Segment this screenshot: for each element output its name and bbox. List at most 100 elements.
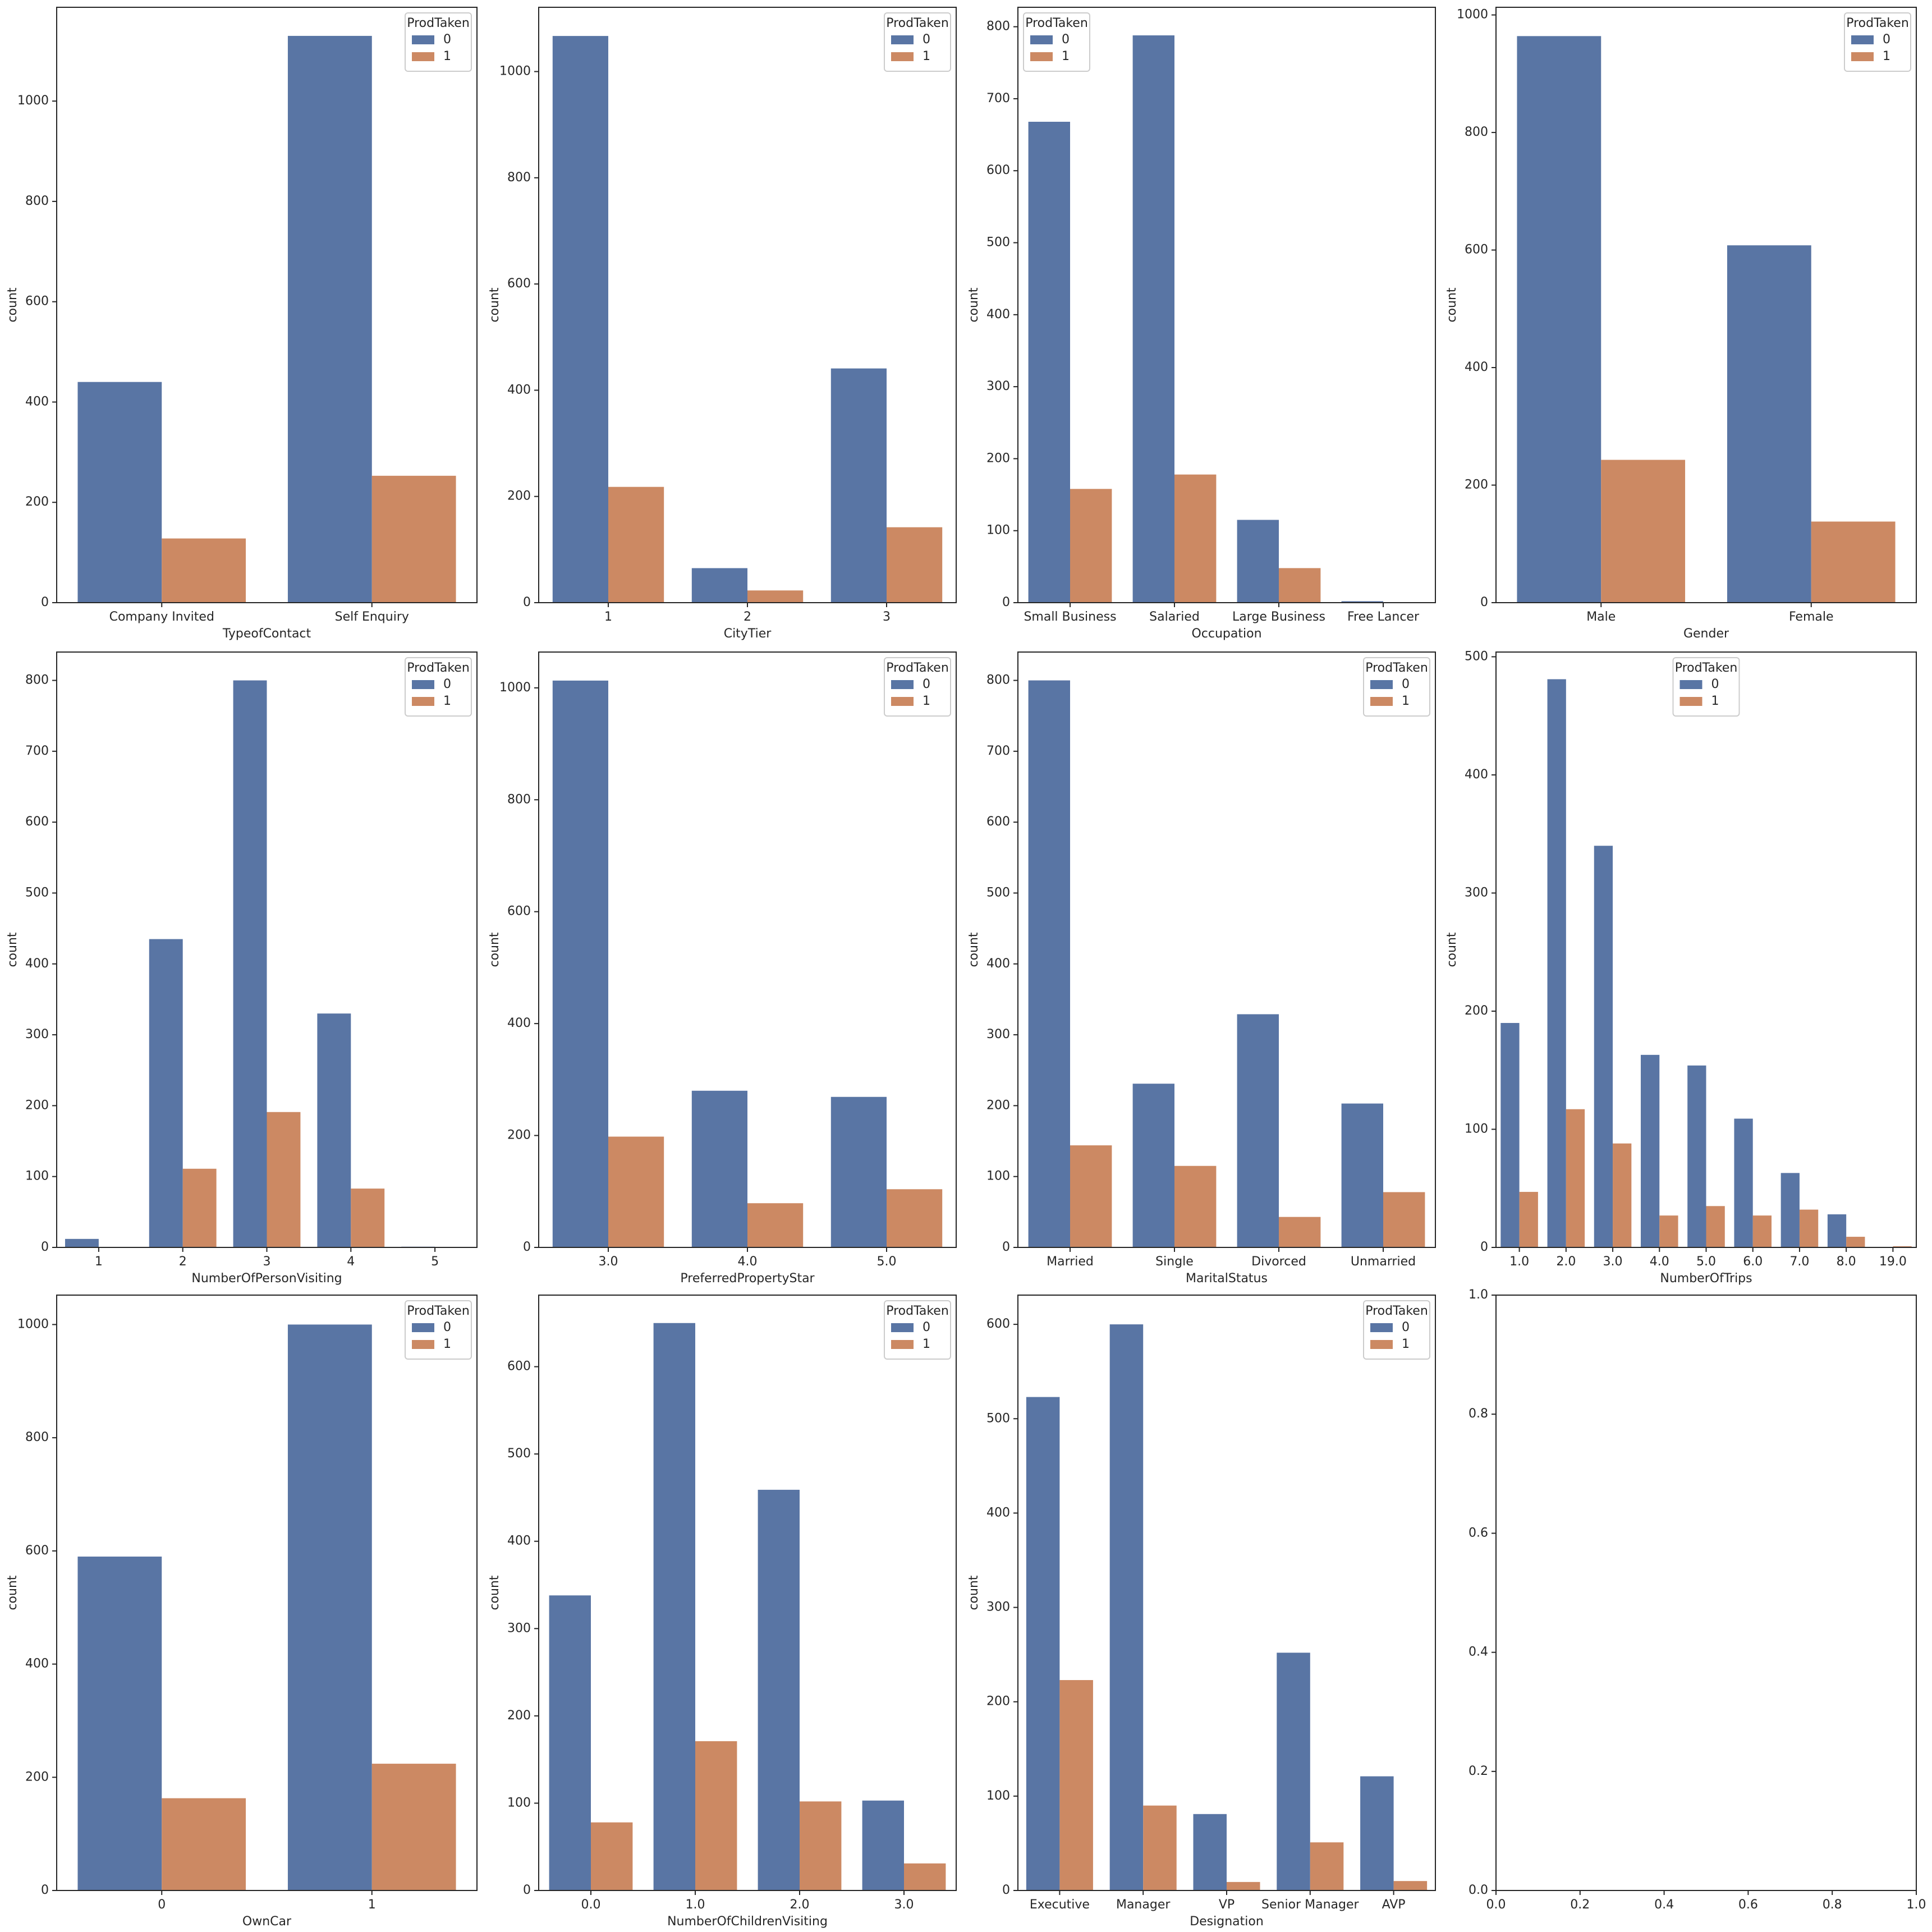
axes-frame bbox=[538, 651, 957, 1248]
bar bbox=[1279, 1217, 1321, 1247]
x-tick-label: 0.6 bbox=[1738, 1898, 1758, 1912]
y-axis-label: count bbox=[488, 932, 502, 967]
legend-label: 1 bbox=[443, 49, 451, 63]
bar bbox=[149, 939, 183, 1247]
y-axis-label: count bbox=[967, 287, 981, 322]
legend-title: ProdTaken bbox=[886, 1304, 949, 1318]
y-axis-label: count bbox=[6, 932, 20, 967]
bar bbox=[1799, 1209, 1819, 1247]
axes-frame bbox=[538, 1295, 957, 1891]
x-tick-label: Single bbox=[1155, 1255, 1194, 1269]
y-tick-label: 400 bbox=[25, 394, 49, 409]
x-tick-label: VP bbox=[1219, 1898, 1235, 1912]
x-axis-label: NumberOfTrips bbox=[1660, 1272, 1752, 1286]
y-tick-label: 400 bbox=[507, 383, 531, 397]
y-tick-label: 1.0 bbox=[1468, 1288, 1488, 1302]
legend-label: 1 bbox=[1062, 49, 1070, 63]
bar bbox=[862, 1800, 904, 1890]
y-tick-label: 100 bbox=[986, 524, 1010, 538]
y-tick-label: 400 bbox=[1465, 360, 1488, 374]
x-tick-label: Divorced bbox=[1251, 1255, 1306, 1269]
legend-title: ProdTaken bbox=[1365, 1304, 1428, 1318]
bar bbox=[887, 527, 943, 603]
legend-swatch bbox=[891, 35, 914, 44]
x-tick-label: 4.0 bbox=[1650, 1255, 1669, 1269]
bar bbox=[1310, 1842, 1344, 1890]
y-tick-label: 300 bbox=[986, 1027, 1010, 1041]
legend-label: 1 bbox=[1883, 49, 1890, 63]
legend-title: ProdTaken bbox=[407, 16, 470, 30]
y-tick-label: 400 bbox=[25, 1657, 49, 1671]
y-tick-label: 0 bbox=[41, 1883, 49, 1897]
bar bbox=[653, 1323, 695, 1890]
bar bbox=[747, 590, 804, 603]
bar bbox=[162, 538, 246, 603]
x-tick-label: 1 bbox=[604, 610, 612, 624]
bar bbox=[1341, 601, 1383, 603]
y-tick-label: 200 bbox=[25, 1098, 49, 1112]
axes-frame bbox=[1495, 1295, 1917, 1891]
y-tick-label: 500 bbox=[986, 885, 1010, 900]
bar bbox=[1734, 1118, 1753, 1247]
y-tick-label: 500 bbox=[986, 1411, 1010, 1425]
x-tick-label: 1.0 bbox=[1907, 1898, 1926, 1912]
bar bbox=[162, 1798, 246, 1890]
bar bbox=[1277, 1653, 1310, 1890]
bar bbox=[1517, 36, 1601, 603]
y-axis-label: count bbox=[1445, 287, 1459, 322]
y-tick-label: 800 bbox=[1465, 125, 1488, 139]
x-axis-label: Gender bbox=[1683, 627, 1729, 641]
bar bbox=[77, 382, 162, 603]
axes-frame bbox=[1017, 651, 1436, 1248]
y-tick-label: 1000 bbox=[1457, 8, 1488, 22]
x-tick-label: 0.0 bbox=[581, 1898, 601, 1912]
bar bbox=[371, 475, 456, 603]
y-tick-label: 100 bbox=[507, 1796, 531, 1810]
y-tick-label: 0.2 bbox=[1468, 1764, 1488, 1778]
bar bbox=[1594, 846, 1613, 1247]
y-tick-label: 0 bbox=[523, 595, 531, 609]
legend-title: ProdTaken bbox=[1025, 16, 1088, 30]
y-tick-label: 400 bbox=[507, 1534, 531, 1548]
y-tick-label: 200 bbox=[25, 1770, 49, 1784]
y-tick-label: 0.6 bbox=[1468, 1526, 1488, 1540]
x-axis-label: OwnCar bbox=[242, 1915, 292, 1929]
legend-swatch bbox=[412, 1323, 434, 1332]
bar bbox=[1752, 1215, 1772, 1247]
legend-label: 1 bbox=[1402, 1337, 1410, 1351]
y-tick-label: 0 bbox=[1002, 1240, 1010, 1254]
y-tick-label: 0 bbox=[41, 1240, 49, 1254]
axes-frame bbox=[1017, 7, 1436, 603]
y-tick-label: 0.0 bbox=[1468, 1883, 1488, 1897]
x-tick-label: Company Invited bbox=[109, 610, 214, 624]
bar bbox=[591, 1822, 633, 1890]
legend-swatch bbox=[891, 697, 914, 706]
bar bbox=[77, 1556, 162, 1890]
y-tick-label: 400 bbox=[25, 957, 49, 971]
x-tick-label: 1 bbox=[368, 1898, 376, 1912]
bar bbox=[800, 1801, 842, 1890]
x-tick-label: Executive bbox=[1030, 1898, 1090, 1912]
bar bbox=[351, 1188, 385, 1247]
y-tick-label: 0 bbox=[1480, 1240, 1488, 1254]
y-tick-label: 0 bbox=[523, 1883, 531, 1897]
bar bbox=[1028, 680, 1070, 1247]
legend-swatch bbox=[1370, 1323, 1393, 1332]
legend-label: 0 bbox=[1402, 1320, 1410, 1334]
y-tick-label: 400 bbox=[1465, 768, 1488, 782]
x-axis-label: NumberOfChildrenVisiting bbox=[667, 1915, 828, 1929]
bar bbox=[1174, 474, 1217, 603]
y-tick-label: 200 bbox=[507, 1709, 531, 1723]
x-tick-label: 0.8 bbox=[1823, 1898, 1842, 1912]
bar bbox=[1360, 1776, 1394, 1890]
axes-frame bbox=[56, 651, 478, 1248]
y-tick-label: 200 bbox=[507, 1128, 531, 1142]
y-tick-label: 400 bbox=[507, 1016, 531, 1030]
legend-swatch bbox=[891, 680, 914, 689]
y-tick-label: 100 bbox=[986, 1169, 1010, 1183]
bar bbox=[1811, 521, 1896, 603]
bar bbox=[691, 1090, 747, 1247]
y-tick-label: 400 bbox=[986, 957, 1010, 971]
bar bbox=[695, 1741, 737, 1890]
y-tick-label: 700 bbox=[986, 744, 1010, 758]
